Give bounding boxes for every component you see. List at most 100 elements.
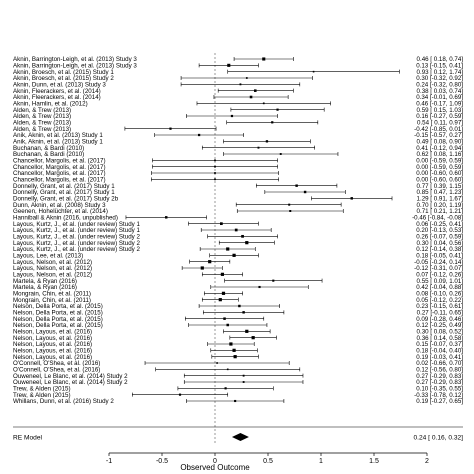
study-label: Geenen, Hohelüchter, et al. (2014) <box>13 208 108 215</box>
study-point <box>242 381 245 383</box>
study-point <box>303 190 307 194</box>
study-estimate-text: -0.42 [-0.85, 0.01] <box>414 126 463 133</box>
study-point <box>178 393 182 396</box>
study-point <box>226 247 230 251</box>
x-axis: -1 -0.5 0 0.5 1 1.5 2 <box>106 452 429 465</box>
study-estimate-text: 0.34 [-0.01, 0.69] <box>416 94 463 101</box>
study-estimate-text: 0.49 [ 0.08, 0.90] <box>417 139 464 146</box>
study-point <box>257 146 260 149</box>
study-point <box>262 57 266 61</box>
study-point <box>350 197 353 200</box>
study-point <box>214 165 216 168</box>
study-point <box>224 387 227 390</box>
study-label: Donnelly, Grant, et al. (2017) Study 2b <box>13 196 119 203</box>
study-label: Hanniball & Aknin (2016, unpublished) <box>13 215 118 222</box>
study-estimate-text: 0.13 [-0.15, 0.41] <box>416 63 463 70</box>
study-estimate-text: -0.12 [-0.31, 0.07] <box>414 265 463 272</box>
study-label: Trew, & Alden (2015) <box>13 386 71 393</box>
study-point <box>233 355 237 359</box>
study-estimate-text: 0.62 [ 0.08, 1.16] <box>417 151 464 158</box>
study-label: Buchanan, & Bardi (2010) <box>13 145 84 152</box>
study-estimate-text: 0.18 [-0.04, 0.40] <box>416 348 463 355</box>
summary-estimate-text: 0.24 [ 0.16, 0.32] <box>414 434 464 441</box>
study-estimate-text: 0.30 [ 0.04, 0.56] <box>417 240 464 247</box>
study-estimate-text: 0.08 [-0.10, 0.26] <box>416 291 463 298</box>
study-estimate-text: 0.16 [-0.27, 0.59] <box>416 113 463 120</box>
study-point <box>245 329 249 333</box>
study-label: Aknin, Fleerackers, et al. (2014) <box>13 88 101 95</box>
study-estimate-text: 1.29 [ 0.91, 1.67] <box>417 196 464 203</box>
study-estimate-text: 0.06 [-0.25, 0.41] <box>416 221 463 228</box>
study-label: Nelson, Layous, et al. (2016) <box>13 341 92 348</box>
study-estimate-text: 0.15 [-0.07, 0.37] <box>416 341 463 348</box>
study-label: Martela, & Ryan (2016) <box>13 284 77 291</box>
study-point <box>262 102 265 105</box>
study-point <box>245 77 248 79</box>
study-label: Aknin, Dunn, et al. (2013) Study 3 <box>13 82 106 89</box>
study-estimate-text: 0.30 [-0.32, 0.92] <box>416 75 463 82</box>
study-point <box>295 184 298 187</box>
study-label: Nelson, Della Porta, et al. (2015) <box>13 303 103 310</box>
study-label: Layous, Lee, et al. (2013) <box>13 253 83 260</box>
study-label: Aknin, Fleerackers, et al. (2014) <box>13 94 101 101</box>
study-point <box>312 70 315 73</box>
study-label: Aknin, Barrington-Leigh, et al. (2013) S… <box>13 63 137 70</box>
study-estimate-text: 0.27 [-0.29, 0.83] <box>416 373 463 380</box>
study-estimate-text: 0.18 [-0.05, 0.41] <box>416 253 463 260</box>
study-point <box>200 266 204 270</box>
study-label: Anik, Aknin, et al. (2013) Study 1 <box>13 132 103 139</box>
study-label: Layous, Nelson, et al. (2012) <box>13 259 92 266</box>
study-point <box>276 108 279 111</box>
study-point <box>245 241 249 245</box>
study-label: Whillans, Dunn, et al. (2016) Study 2 <box>13 398 114 405</box>
study-estimate-text: 0.54 [ 0.11, 0.97] <box>417 120 463 127</box>
study-point <box>251 336 255 340</box>
study-label: Layous, Kurtz, J., et al. (under review)… <box>13 246 140 253</box>
study-point <box>226 323 229 327</box>
study-estimate-text: 0.71 [ 0.21, 1.21] <box>417 208 464 215</box>
study-point <box>249 95 253 99</box>
study-rows: Aknin, Barrington-Leigh, et al. (2013) S… <box>13 56 464 428</box>
study-label: Dunn, Aknin, et al. (2008) Study 3 <box>13 202 106 209</box>
study-point <box>219 222 223 226</box>
study-estimate-text: 0.70 [ 0.20, 1.19] <box>417 202 464 209</box>
study-label: Alden, & Trew (2013) <box>13 113 71 120</box>
study-point <box>288 203 291 206</box>
study-label: Chancellor, Margolis, et al. (2017) <box>13 177 106 184</box>
study-point <box>208 260 212 264</box>
study-label: Anik, Aknin, et al. (2013) Study 1 <box>13 139 103 146</box>
study-estimate-text: 0.46 [ 0.18, 0.74] <box>417 56 464 63</box>
x-tick-label: 1 <box>319 458 323 465</box>
study-label: Martela, & Ryan (2016) <box>13 278 77 285</box>
study-point <box>226 368 229 371</box>
study-label: Nelson, Layous, et al. (2016) <box>13 335 92 342</box>
study-label: Donnelly, Grant, et al. (2017) Study 1 <box>13 183 115 190</box>
study-estimate-text: -0.15 [-0.57, 0.27] <box>414 132 463 139</box>
study-estimate-text: 0.27 [-0.29, 0.83] <box>416 379 463 386</box>
study-estimate-text: 0.42 [-0.04, 0.88] <box>416 284 463 291</box>
study-label: Aknin, Hamlin, et al. (2012) <box>13 101 88 108</box>
study-label: Chancellor, Margolis, et al. (2017) <box>13 158 106 165</box>
study-estimate-text: 0.38 [ 0.03, 0.74] <box>417 88 464 95</box>
study-estimate-text: 0.46 [-0.17, 1.09] <box>416 101 463 108</box>
study-point <box>238 304 241 308</box>
study-estimate-text: 0.12 [-0.56, 0.80] <box>416 367 463 374</box>
study-label: Nelson, Della Porta, et al. (2015) <box>13 322 103 329</box>
study-estimate-text: 0.00 [-0.60, 0.60] <box>416 177 463 184</box>
study-estimate-text: 0.00 [-0.60, 0.60] <box>416 170 463 177</box>
study-point <box>272 279 275 282</box>
x-tick-label: 1.5 <box>369 458 379 465</box>
x-axis-label: Observed Outcome <box>180 463 250 472</box>
study-label: Layous, Kurtz, J., et al. (under review)… <box>13 221 140 228</box>
study-point <box>258 285 261 289</box>
study-estimate-text: 0.20 [-0.13, 0.53] <box>416 227 463 234</box>
study-point <box>230 114 234 118</box>
study-label: Nelson, Layous, et al. (2016) <box>13 354 92 361</box>
study-point <box>279 153 282 155</box>
study-label: Nelson, Della Porta, et al. (2015) <box>13 310 103 317</box>
study-point <box>218 298 222 302</box>
study-estimate-text: 0.12 [-0.25, 0.49] <box>416 322 463 329</box>
study-label: Chancellor, Margolis, et al. (2017) <box>13 164 106 171</box>
study-point <box>214 159 216 162</box>
